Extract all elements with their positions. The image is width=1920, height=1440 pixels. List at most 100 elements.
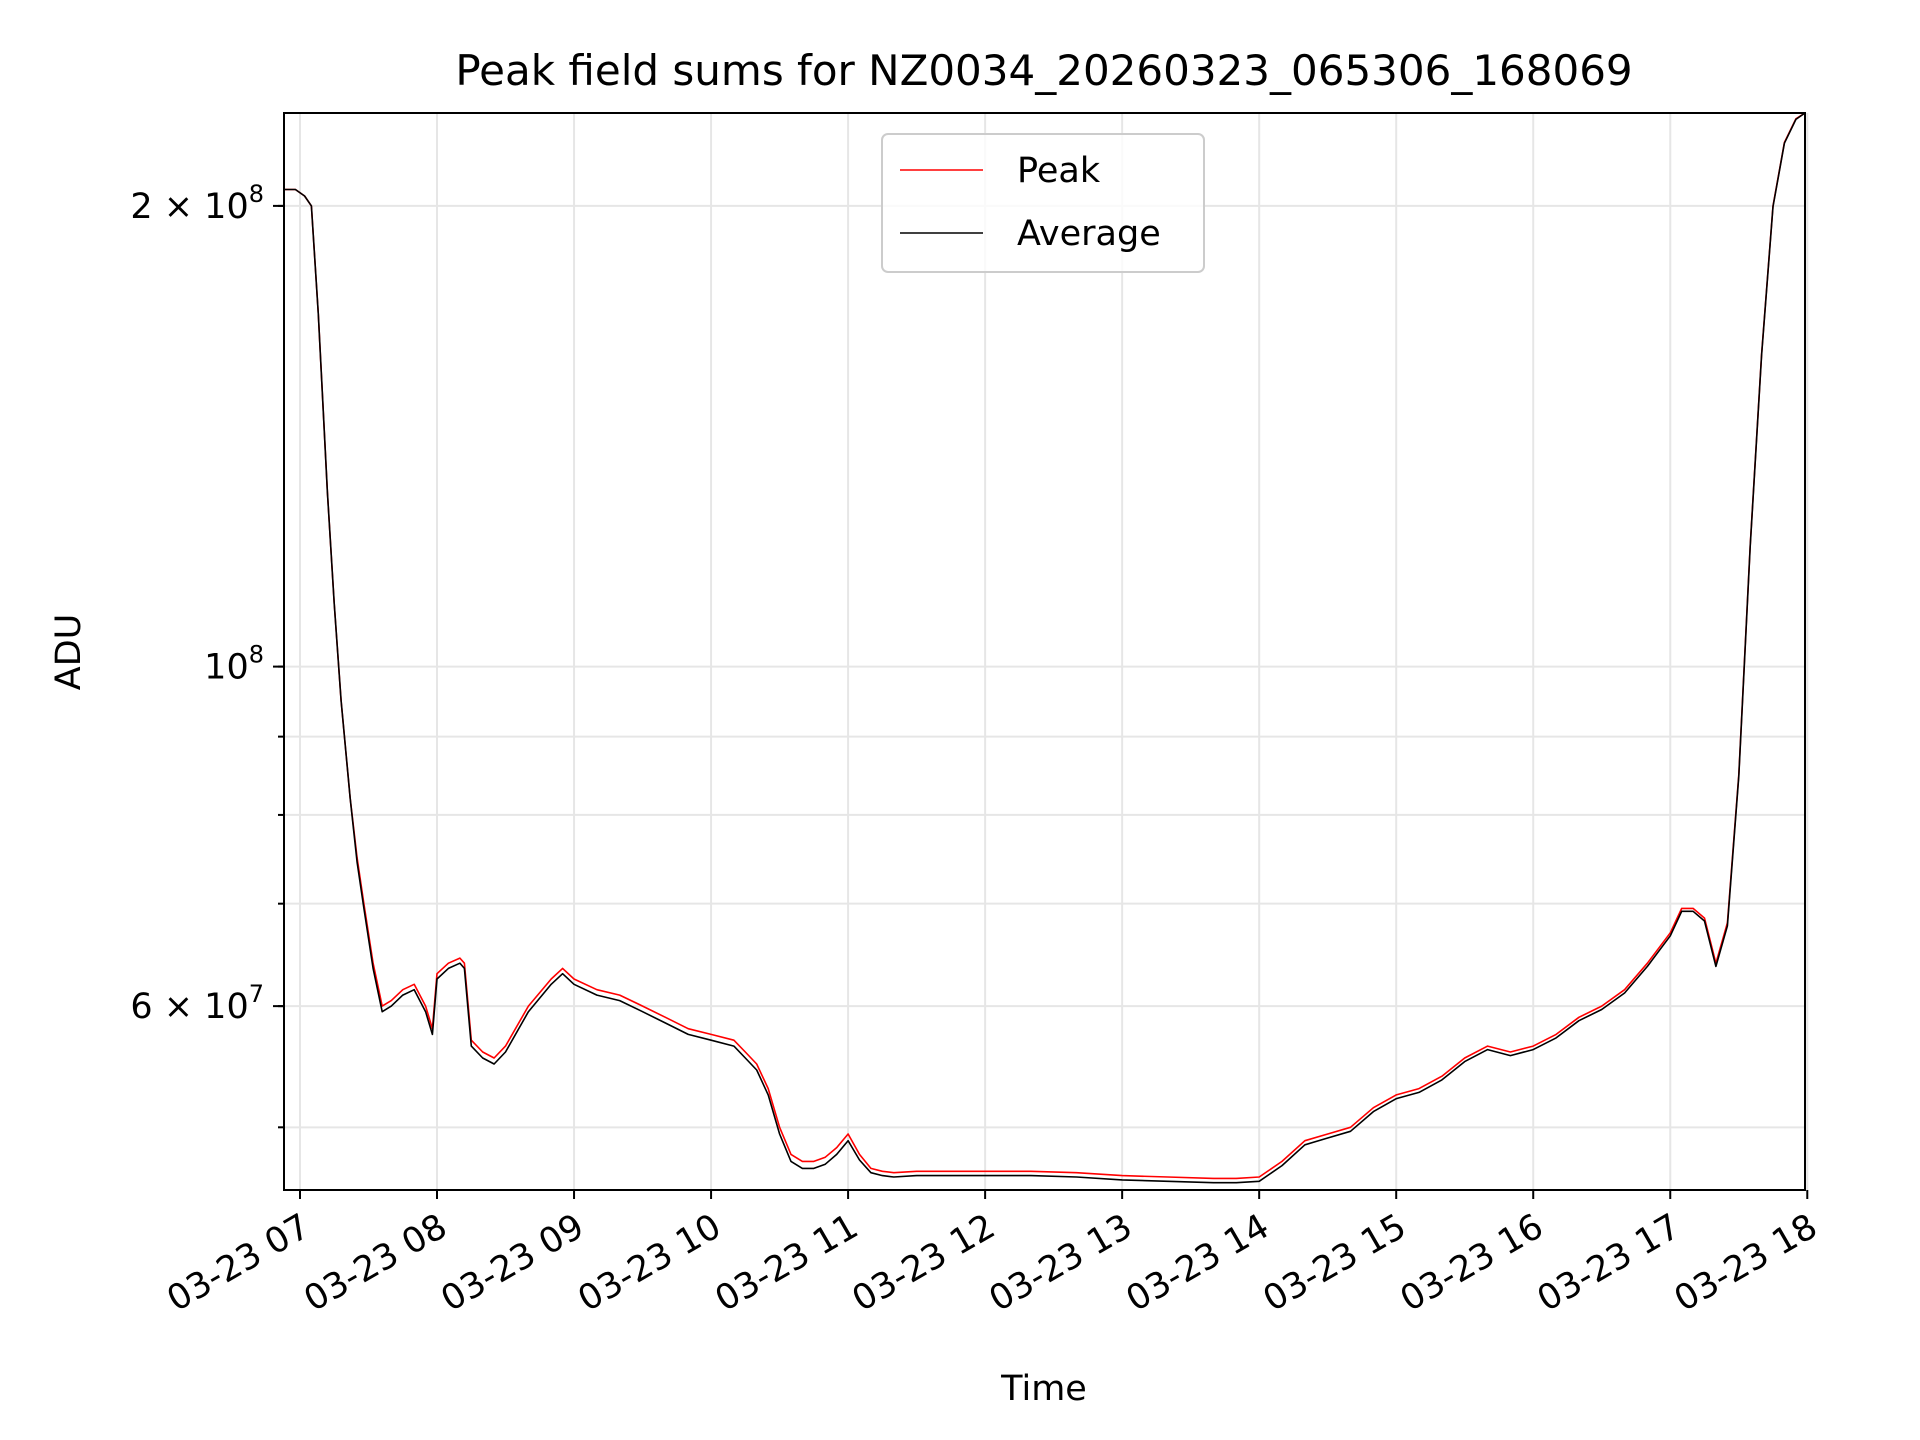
data-point-average	[1281, 1165, 1283, 1167]
data-point-peak	[847, 1133, 849, 1135]
data-point-average	[447, 967, 449, 969]
data-point-average	[1372, 1111, 1374, 1113]
data-point-average	[459, 962, 461, 964]
chart-title: Peak field sums for NZ0034_20260323_0653…	[455, 46, 1632, 95]
data-point-average	[1509, 1055, 1511, 1057]
data-point-average	[326, 491, 328, 493]
data-point-peak	[687, 1028, 689, 1030]
data-point-average	[1715, 965, 1717, 967]
data-point-peak	[1487, 1045, 1489, 1047]
data-point-peak	[1418, 1088, 1420, 1090]
data-point-average	[562, 973, 564, 975]
data-point-peak	[1121, 1175, 1123, 1177]
data-point-average	[1601, 1009, 1603, 1010]
data-point-average	[801, 1167, 803, 1169]
data-point-average	[1532, 1049, 1534, 1051]
data-point-average	[1749, 546, 1751, 547]
data-point-average	[950, 1175, 952, 1177]
data-point-average	[710, 1039, 712, 1041]
data-point-peak	[710, 1033, 712, 1035]
data-point-peak	[1692, 907, 1694, 909]
data-point-average	[381, 1011, 383, 1013]
data-point-average	[1213, 1182, 1214, 1184]
data-point-average	[1795, 118, 1797, 120]
data-point-peak	[1350, 1126, 1351, 1128]
data-point-peak	[413, 983, 415, 985]
data-point-average	[505, 1051, 506, 1053]
data-point-peak	[1327, 1133, 1329, 1135]
data-point-average	[527, 1011, 529, 1013]
data-point-average	[304, 195, 306, 197]
data-point-average	[1350, 1130, 1351, 1132]
data-point-average	[1441, 1079, 1443, 1081]
data-point-average	[1555, 1037, 1557, 1039]
data-point-peak	[824, 1156, 826, 1158]
data-point-average	[349, 798, 351, 799]
data-point-peak	[1441, 1075, 1443, 1077]
data-point-peak	[550, 978, 552, 980]
data-point-average	[1692, 910, 1694, 912]
data-point-average	[1624, 992, 1626, 994]
y-tick-label: 6 × 107	[130, 980, 264, 1027]
data-point-peak	[1669, 932, 1671, 934]
data-point-peak	[779, 1126, 781, 1128]
data-point-peak	[1509, 1051, 1511, 1053]
data-point-average	[1704, 920, 1705, 922]
data-point-peak	[870, 1167, 872, 1169]
data-point-average	[294, 189, 296, 190]
data-point-peak	[1030, 1170, 1032, 1172]
data-point-average	[733, 1045, 735, 1047]
data-point-peak	[1258, 1176, 1260, 1178]
data-point-average	[317, 313, 319, 315]
data-point-average	[573, 983, 575, 985]
data-point-average	[1121, 1179, 1123, 1181]
data-point-peak	[505, 1045, 506, 1047]
data-point-peak	[859, 1153, 860, 1155]
data-point-peak	[881, 1170, 883, 1172]
data-point-peak	[562, 967, 564, 969]
data-point-peak	[984, 1170, 986, 1172]
data-point-average	[463, 967, 465, 969]
data-point-peak	[1646, 962, 1648, 964]
data-point-peak	[916, 1170, 918, 1172]
data-point-average	[1304, 1144, 1306, 1146]
data-point-average	[372, 967, 374, 969]
data-point-peak	[1624, 989, 1626, 991]
data-point-average	[756, 1069, 758, 1071]
data-point-peak	[1281, 1160, 1283, 1162]
data-point-average	[390, 1005, 392, 1007]
legend-label-peak: Peak	[1017, 151, 1101, 191]
y-axis-label: ADU	[49, 614, 89, 691]
data-point-average	[1235, 1182, 1237, 1184]
legend-box	[881, 133, 1205, 273]
data-point-average	[356, 861, 358, 863]
data-point-average	[790, 1160, 792, 1162]
data-point-peak	[402, 989, 404, 991]
data-point-peak	[447, 962, 449, 964]
data-point-average	[1578, 1020, 1580, 1022]
data-point-average	[664, 1022, 666, 1024]
data-point-peak	[893, 1172, 895, 1174]
data-point-average	[1258, 1180, 1260, 1182]
data-point-average	[859, 1159, 860, 1161]
x-axis-label: Time	[1000, 1369, 1087, 1409]
data-point-peak	[1464, 1057, 1466, 1059]
data-point-peak	[1076, 1172, 1077, 1174]
data-point-peak	[1578, 1016, 1580, 1018]
data-point-peak	[1372, 1107, 1374, 1109]
data-point-peak	[836, 1147, 838, 1149]
data-point-average	[436, 978, 438, 980]
data-point-average	[431, 1033, 433, 1035]
data-point-peak	[463, 962, 465, 964]
data-point-peak	[1395, 1094, 1397, 1096]
data-point-peak	[950, 1170, 952, 1172]
data-point-peak	[1304, 1140, 1306, 1142]
data-point-average	[363, 907, 365, 909]
data-point-average	[893, 1176, 895, 1178]
data-point-peak	[744, 1051, 746, 1053]
data-point-average	[1418, 1091, 1420, 1093]
data-point-average	[984, 1175, 986, 1177]
data-point-average	[470, 1045, 472, 1047]
